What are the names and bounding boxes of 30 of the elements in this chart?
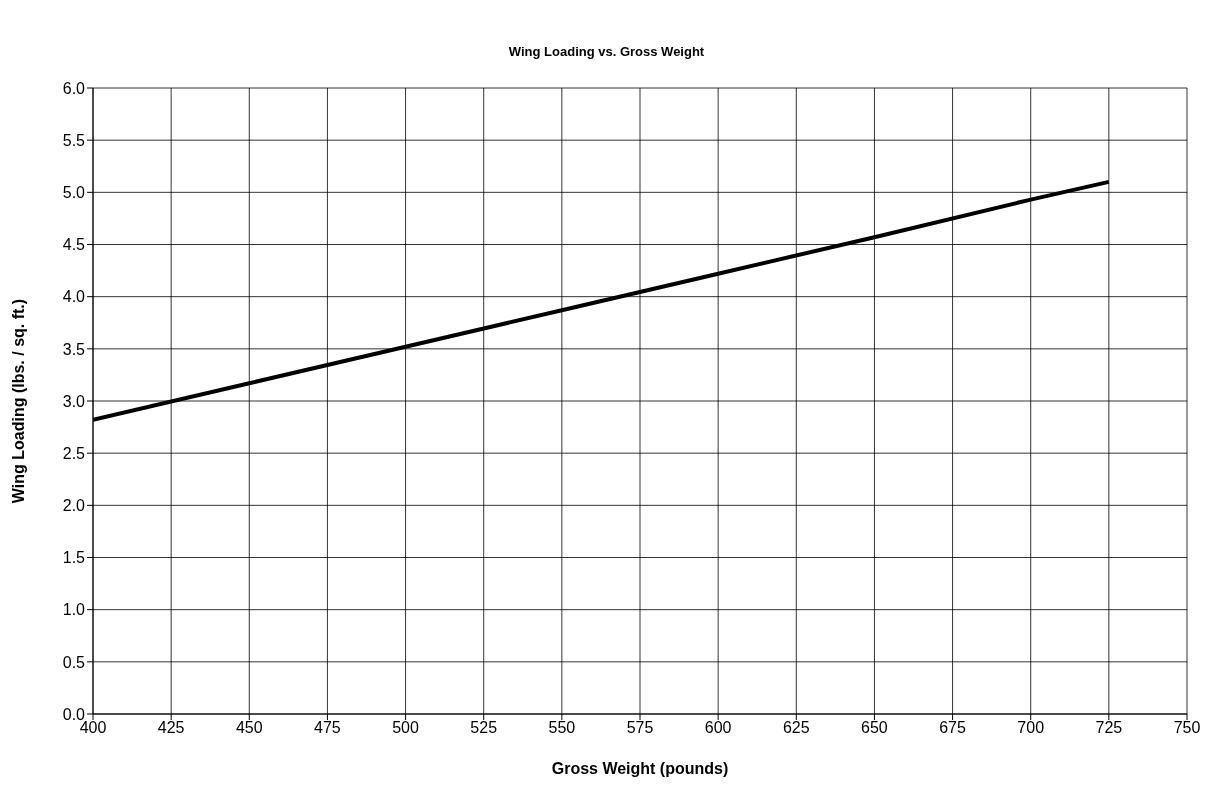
y-tick-label: 5.0	[62, 184, 86, 202]
x-tick-label: 575	[626, 719, 654, 737]
x-tick-label: 475	[314, 719, 341, 737]
x-tick-label: 725	[1095, 719, 1123, 737]
x-tick-label: 400	[79, 719, 107, 737]
x-tick-label: 750	[1173, 719, 1201, 737]
y-tick-label: 1.5	[62, 549, 86, 567]
x-tick-label: 550	[548, 719, 576, 737]
y-tick-label: 3.5	[62, 340, 86, 358]
x-tick-label: 600	[704, 719, 732, 737]
y-tick-label: 4.0	[62, 288, 86, 306]
x-tick-label: 450	[235, 719, 263, 737]
y-tick-label: 1.0	[62, 601, 86, 619]
y-axis-title: Wing Loading (lbs. / sq. ft.)	[9, 298, 27, 504]
x-axis-title: Gross Weight (pounds)	[551, 760, 729, 777]
y-tick-label: 3.0	[62, 392, 86, 410]
y-tick-label: 6.0	[62, 79, 86, 97]
x-tick-label: 650	[861, 719, 888, 737]
x-tick-label: 700	[1017, 719, 1045, 737]
y-tick-label: 0.5	[62, 653, 86, 671]
x-tick-label: 675	[939, 719, 967, 737]
y-tick-label: 2.0	[62, 497, 86, 515]
chart-title: Wing Loading vs. Gross Weight	[507, 43, 706, 61]
x-tick-label: 625	[782, 719, 810, 737]
x-tick-label: 500	[392, 719, 420, 737]
x-tick-label: 425	[157, 719, 185, 737]
x-tick-label: 525	[470, 719, 498, 737]
y-tick-label: 5.5	[62, 131, 86, 149]
y-tick-label: 2.5	[62, 444, 86, 462]
y-tick-label: 4.5	[62, 236, 86, 254]
